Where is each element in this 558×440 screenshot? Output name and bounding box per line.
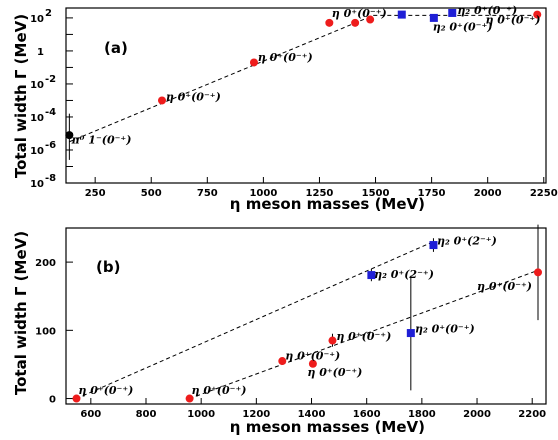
x-tick-label: 800 [136,409,157,420]
y-tick-label: 1 [37,47,44,58]
point-label: η 0⁺(0⁻⁺) [166,90,221,103]
panel-a-points [65,8,542,160]
y-tick-exponent: -2 [45,74,56,85]
panel-a-fit-lines [69,14,540,143]
x-tick-label: 1400 [298,409,326,420]
x-tick-label: 1000 [187,409,215,420]
panel-b-fit-lines [76,241,539,400]
data-point [72,394,81,403]
fit-line [189,269,539,400]
x-tick-label: 2200 [518,409,546,420]
y-tick-label: 100 [35,326,56,337]
fit-line [69,14,374,143]
data-point [278,357,287,366]
x-tick-label: 1800 [408,409,436,420]
point-label: η 0⁺(0⁻⁺) [78,384,133,397]
y-tick-label: 10 [30,179,44,190]
point-label: η 0⁺(0⁻⁺) [336,330,391,343]
fit-line [76,241,434,400]
data-point [448,8,457,17]
point-label: η 0⁺(0⁻⁺) [192,384,247,397]
panel-b-axis-ticks: 600 800 1000 1200 1400 1600 1800 2000 2200 0 100 20… [35,258,546,420]
x-tick-label: 1200 [242,409,270,420]
point-label: π⁰ 1⁻(0⁻⁺) [71,133,132,146]
y-tick-exponent: -4 [45,107,56,118]
y-tick-label: 10 [30,80,44,91]
panel-b-xlabel: η meson masses (MeV) [230,418,425,436]
point-label: η₂ 0⁺(2⁻⁺) [437,234,497,247]
panel-a-frame [65,7,547,184]
y-tick-exponent: -8 [45,173,56,184]
data-point [367,271,376,280]
y-tick-label: 200 [35,258,56,269]
point-label: η₂ 0⁺(2⁻⁺) [374,268,434,281]
panel-a-axis-ticks: 250 500 750 1000 1250 1500 1750 2000 2250102110-… [30,8,558,199]
x-tick-label: 600 [80,409,101,420]
panel-b-points [72,224,542,403]
data-point [406,329,415,338]
y-tick-label: 10 [30,146,44,157]
panel-b-point-labels: η 0⁺(0⁻⁺) η 0⁺(0⁻⁺) η 0⁺(0⁻⁺) η 0⁺(0⁻⁺) η 0⁺… [78,234,532,396]
panel-a-chart: (a) η meson masses (MeV) Total width Γ (… [12,4,558,213]
data-point [185,394,194,403]
data-point [534,268,542,277]
data-point [65,131,74,140]
data-point [429,241,438,250]
data-point [351,18,360,27]
y-tick-label: 0 [49,395,56,406]
x-tick-label: 2000 [474,188,502,199]
y-tick-exponent: 2 [45,8,52,19]
panel-a-point-labels: π⁰ 1⁻(0⁻⁺)η 0⁺(0⁻⁺)η 0⁺(0⁻⁺)η 0⁺(0⁻⁺)η₂ … [71,4,541,147]
data-point [249,58,258,67]
x-tick-label: 750 [197,188,218,199]
panel-b-frame [65,227,547,405]
point-label: η 0⁺(0⁻⁺) [477,280,532,293]
point-label: η₂ 0⁺(0⁻⁺) [415,322,475,335]
x-tick-label: 1000 [249,188,277,199]
data-point [533,10,542,19]
data-point [366,15,375,24]
data-point [397,10,406,19]
data-point [328,336,337,345]
panel-a-xlabel: η meson masses (MeV) [230,195,425,213]
point-label: η 0⁺(0⁻⁺) [332,7,387,20]
y-tick-label: 10 [30,113,44,124]
panel-b-ylabel: Total width Γ (MeV) [12,231,30,395]
data-point [308,359,317,368]
point-label: η 0⁺(0⁻⁺) [285,350,340,363]
point-label: η 0⁺(0⁻⁺) [258,51,313,64]
data-point [325,18,334,27]
panel-b-label: (b) [96,258,120,276]
y-tick-exponent: -6 [45,140,56,151]
x-tick-label: 1600 [353,409,381,420]
x-tick-label: 1500 [362,188,390,199]
data-point [429,13,438,22]
x-tick-label: 250 [85,188,106,199]
x-tick-label: 2000 [463,409,491,420]
point-label: η₂ 0⁺(0⁻⁺) [457,4,517,17]
x-tick-label: 1250 [306,188,334,199]
point-label: η 0⁺(0⁻⁺) [307,366,362,379]
panel-b-chart: (b) η meson masses (MeV) Total width Γ (… [12,224,547,436]
panel-a-label: (a) [104,39,128,57]
panel-a-ylabel: Total width Γ (MeV) [12,14,30,178]
x-tick-label: 500 [141,188,162,199]
x-tick-label: 1750 [418,188,446,199]
data-point [158,96,166,105]
point-label: η₂ 0⁺(0⁻⁺) [433,20,493,33]
x-tick-label: 2250 [530,188,558,199]
y-tick-label: 10 [30,14,44,25]
point-label: η 0⁺(0⁻⁺) [485,14,540,27]
